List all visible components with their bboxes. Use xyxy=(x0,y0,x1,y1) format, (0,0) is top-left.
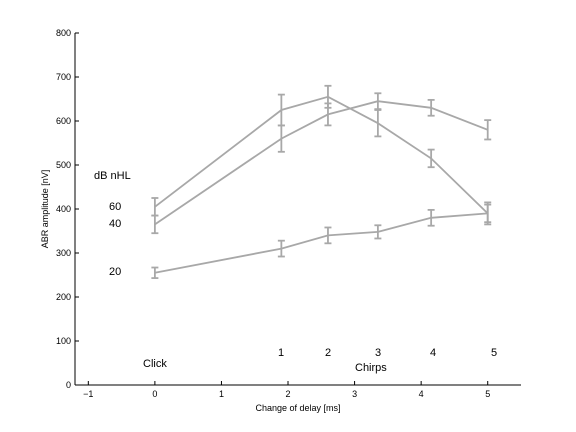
x-tick-label: 4 xyxy=(419,389,424,399)
x-tick-label: 1 xyxy=(219,389,224,399)
chirp-number-3: 3 xyxy=(375,347,381,359)
plot-area xyxy=(74,33,521,386)
y-tick-label: 700 xyxy=(56,72,71,82)
y-axis-ticks: 0 100 200 300 400 500 600 700 800 xyxy=(56,28,79,390)
series-40 xyxy=(151,92,492,235)
chirp-number-2: 2 xyxy=(325,347,331,359)
error-bar xyxy=(151,266,159,279)
annotations: dB nHL 60 40 20 Click Chirps 1 2 3 4 5 xyxy=(94,170,497,374)
level-header-label: dB nHL xyxy=(94,170,131,182)
y-axis-title: ABR amplitude [nV] xyxy=(40,170,50,249)
x-axis-ticks: −1 0 1 2 3 4 5 xyxy=(83,381,490,399)
y-tick-label: 400 xyxy=(56,204,71,214)
series-20 xyxy=(151,203,492,279)
series-label-20: 20 xyxy=(109,266,121,278)
y-tick-label: 300 xyxy=(56,248,71,258)
series-line xyxy=(154,100,489,226)
series-line xyxy=(154,95,489,215)
y-tick-label: 0 xyxy=(66,380,71,390)
error-bar xyxy=(427,208,435,227)
error-bar xyxy=(324,102,332,127)
series-label-40: 40 xyxy=(109,218,121,230)
error-bar xyxy=(277,124,285,153)
error-bar xyxy=(484,119,492,141)
y-tick-label: 500 xyxy=(56,160,71,170)
y-tick-label: 100 xyxy=(56,336,71,346)
x-tick-label: −1 xyxy=(83,389,93,399)
error-bar xyxy=(374,92,382,111)
chirp-number-4: 4 xyxy=(430,347,436,359)
error-bar xyxy=(427,148,435,169)
x-tick-label: 5 xyxy=(485,389,490,399)
series-line xyxy=(154,212,488,274)
chirp-number-1: 1 xyxy=(278,347,284,359)
x-axis-title: Change of delay [ms] xyxy=(255,403,340,413)
y-tick-label: 200 xyxy=(56,292,71,302)
x-tick-label: 3 xyxy=(352,389,357,399)
chirp-number-5: 5 xyxy=(491,347,497,359)
chirps-label: Chirps xyxy=(355,362,387,374)
error-bar xyxy=(151,197,159,217)
error-bar xyxy=(324,226,332,245)
click-label: Click xyxy=(143,358,167,370)
series-label-60: 60 xyxy=(109,201,121,213)
series-layer xyxy=(151,84,492,279)
error-bar xyxy=(427,98,435,117)
error-bar xyxy=(374,109,382,138)
error-bar xyxy=(151,214,159,235)
error-bar xyxy=(374,224,382,240)
x-tick-label: 2 xyxy=(286,389,291,399)
error-bar xyxy=(484,203,492,224)
x-tick-label: 0 xyxy=(152,389,157,399)
error-bar xyxy=(277,239,285,258)
y-tick-label: 600 xyxy=(56,116,71,126)
series-60 xyxy=(151,84,492,226)
y-tick-label: 800 xyxy=(56,28,71,38)
